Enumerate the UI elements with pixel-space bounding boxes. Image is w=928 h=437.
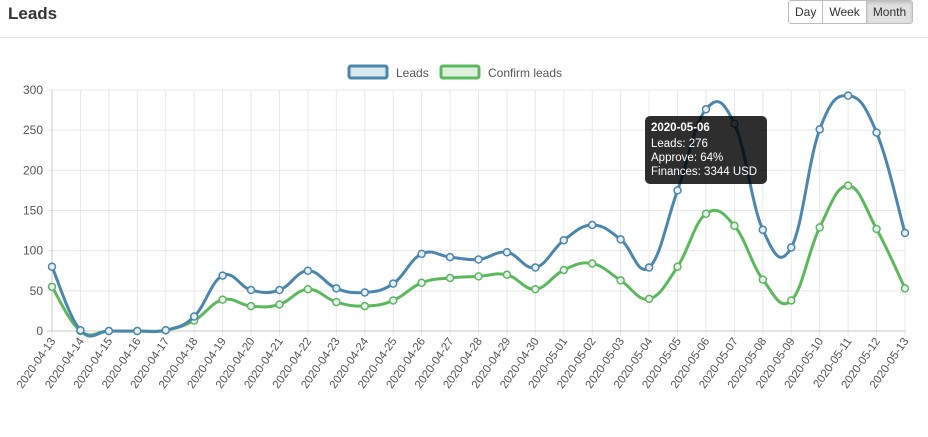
data-point-leads <box>673 186 682 195</box>
data-point-leads <box>218 271 227 280</box>
data-point-leads <box>47 262 57 271</box>
period-day-button[interactable]: Day <box>789 1 823 23</box>
data-point-confirm-leads <box>474 272 483 281</box>
data-point-confirm-leads <box>644 294 654 304</box>
data-point-confirm-leads <box>360 301 370 311</box>
y-tick-label: 150 <box>23 204 43 218</box>
data-point-leads <box>76 325 85 335</box>
data-point-leads <box>900 228 910 238</box>
tooltip-finances: Finances: 3344 USD <box>651 166 758 178</box>
y-tick-label: 0 <box>36 324 43 338</box>
data-point-confirm-leads <box>587 259 597 268</box>
data-point-leads <box>787 243 796 252</box>
legend-swatch-leads <box>347 64 389 80</box>
legend-label-confirm-leads: Confirm leads <box>488 66 562 80</box>
data-point-leads <box>133 326 142 336</box>
period-selector: Day Week Month <box>788 0 914 24</box>
data-point-confirm-leads <box>815 223 824 232</box>
data-point-confirm-leads <box>218 295 227 304</box>
data-point-leads <box>161 325 170 335</box>
series-leads <box>47 91 910 338</box>
data-point-leads <box>445 252 455 262</box>
data-point-leads <box>275 285 284 295</box>
data-point-leads <box>758 225 768 235</box>
data-point-leads <box>417 249 426 259</box>
data-point-confirm-leads <box>531 284 540 294</box>
data-point-confirm-leads <box>47 282 57 292</box>
data-point-leads <box>388 279 398 288</box>
data-point-confirm-leads <box>246 301 256 311</box>
y-tick-label: 50 <box>30 284 44 298</box>
legend-label-leads: Leads <box>396 66 429 80</box>
data-point-confirm-leads <box>730 221 739 231</box>
data-point-leads <box>815 125 824 134</box>
data-point-leads <box>872 128 881 137</box>
data-point-leads <box>303 266 313 275</box>
y-tick-label: 250 <box>23 123 43 137</box>
data-point-leads <box>644 263 654 272</box>
tooltip-leads: Leads: 276 <box>651 138 708 150</box>
legend-swatch-confirm-leads <box>439 64 481 80</box>
grid-lines <box>47 89 906 336</box>
data-point-confirm-leads <box>275 300 284 309</box>
data-point-leads <box>360 288 370 297</box>
data-point-leads <box>104 326 114 336</box>
data-point-leads <box>502 248 512 257</box>
data-point-leads <box>587 220 597 230</box>
data-point-confirm-leads <box>502 270 512 280</box>
y-tick-label: 100 <box>23 244 43 258</box>
data-point-confirm-leads <box>673 262 682 271</box>
data-point-leads <box>531 263 540 272</box>
data-point-leads <box>616 235 625 244</box>
data-point-confirm-leads <box>417 278 426 288</box>
chart-tooltip: 2020-05-06 Leads: 276 Approve: 64% Finan… <box>645 116 767 184</box>
data-point-leads <box>189 312 199 321</box>
period-week-button[interactable]: Week <box>822 1 866 23</box>
y-tick-label: 300 <box>23 83 43 97</box>
chart-legend: Leads Confirm leads <box>347 64 562 80</box>
data-point-leads <box>843 91 853 100</box>
data-point-confirm-leads <box>900 284 910 293</box>
data-point-leads <box>246 285 256 295</box>
header-divider <box>0 37 928 38</box>
data-point-confirm-leads <box>701 209 711 218</box>
data-point-confirm-leads <box>872 224 881 234</box>
data-point-confirm-leads <box>787 296 796 305</box>
data-point-confirm-leads <box>843 181 853 190</box>
data-point-leads <box>332 284 341 293</box>
data-point-confirm-leads <box>758 275 768 284</box>
period-month-button[interactable]: Month <box>865 1 913 23</box>
data-point-leads <box>474 255 483 264</box>
tooltip-title: 2020-05-06 <box>651 122 710 134</box>
y-tick-label: 200 <box>23 163 43 177</box>
page-title: Leads <box>8 4 58 23</box>
tooltip-approve: Approve: 64% <box>651 152 724 164</box>
data-point-confirm-leads <box>332 297 341 307</box>
data-point-confirm-leads <box>303 284 313 294</box>
data-point-confirm-leads <box>445 273 455 283</box>
data-point-leads <box>559 235 569 245</box>
data-point-confirm-leads <box>388 296 398 305</box>
data-point-leads <box>701 105 711 114</box>
data-point-confirm-leads <box>616 276 625 285</box>
data-point-confirm-leads <box>559 265 569 275</box>
